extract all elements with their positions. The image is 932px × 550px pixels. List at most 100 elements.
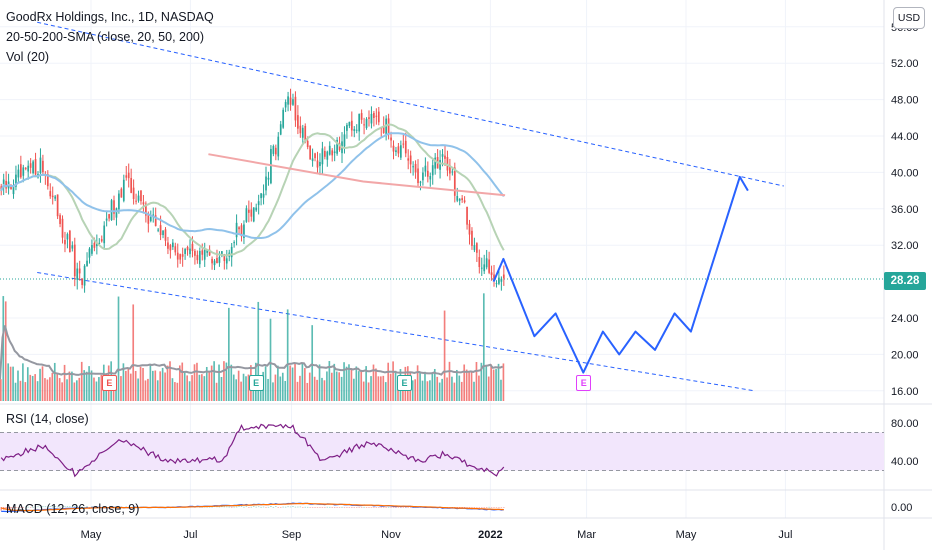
- price-tick-label: 32.00: [891, 240, 919, 252]
- candle-body: [66, 234, 69, 240]
- macd-legend[interactable]: MACD (12, 26, close, 9): [6, 502, 140, 516]
- volume-bar: [424, 371, 426, 401]
- candle-body: [145, 203, 147, 216]
- volume-bar: [112, 382, 115, 401]
- candle-body: [110, 200, 113, 221]
- earnings-marker[interactable]: E: [396, 375, 412, 391]
- sma50-line: [0, 132, 505, 239]
- volume-bar: [370, 376, 372, 401]
- macd-histogram-bar: [348, 507, 351, 508]
- macd-histogram-bar: [34, 506, 37, 508]
- projection-path: [492, 175, 749, 374]
- volume-bar: [66, 379, 68, 401]
- candle-body: [130, 177, 133, 193]
- volume-bar: [152, 370, 154, 401]
- macd-histogram-bar: [81, 506, 83, 508]
- volume-bar: [326, 371, 328, 401]
- volume-bar: [470, 372, 473, 401]
- chart-title[interactable]: GoodRx Holdings, Inc., 1D, NASDAQ: [6, 10, 214, 24]
- volume-bar: [215, 382, 218, 401]
- rsi-legend[interactable]: RSI (14, close): [6, 412, 89, 426]
- volume-bar: [487, 376, 490, 401]
- candle-body: [159, 225, 162, 236]
- volume-bar: [468, 371, 470, 401]
- candle-body: [118, 193, 120, 210]
- macd-histogram-bar: [93, 506, 96, 508]
- macd-histogram-bar: [481, 507, 483, 508]
- currency-button[interactable]: USD: [893, 7, 925, 29]
- earnings-marker[interactable]: E: [248, 375, 264, 391]
- volume-bar: [105, 382, 108, 401]
- volume-bar: [149, 363, 152, 401]
- macd-histogram-bar: [29, 507, 32, 508]
- time-tick-label: Jul: [183, 529, 197, 541]
- candle-body: [488, 259, 490, 273]
- candle-body: [95, 242, 98, 247]
- volume-bar: [68, 371, 71, 401]
- volume-legend[interactable]: Vol (20): [6, 50, 50, 64]
- macd-histogram-bar: [309, 507, 311, 508]
- macd-histogram-bar: [314, 507, 316, 508]
- candle-body: [19, 164, 22, 178]
- volume-bar: [147, 378, 149, 401]
- candle-body: [122, 179, 125, 201]
- candle-body: [434, 157, 437, 169]
- macd-histogram-bar: [233, 506, 235, 508]
- candle-body: [196, 254, 199, 261]
- volume-bar: [237, 370, 240, 401]
- macd-histogram-bar: [226, 506, 228, 508]
- sma-legend[interactable]: 20-50-200-SMA (close, 20, 50, 200): [6, 30, 205, 44]
- candle-body: [493, 274, 495, 281]
- volume-bar: [485, 365, 488, 401]
- candle-body: [348, 121, 351, 126]
- macd-histogram-bar: [302, 507, 304, 508]
- volume-bar: [458, 375, 461, 401]
- volume-bar: [51, 372, 54, 401]
- volume-bar: [436, 376, 439, 401]
- volume-bar: [340, 376, 343, 401]
- volume-bar: [88, 366, 90, 401]
- candle-body: [323, 150, 326, 157]
- volume-bar: [353, 378, 355, 401]
- candle-body: [358, 113, 361, 132]
- volume-bar: [247, 374, 250, 401]
- axes: 56.0052.0048.0044.0040.0036.0032.0024.00…: [81, 22, 919, 541]
- volume-bar: [277, 365, 279, 401]
- volume-bar: [36, 381, 39, 401]
- candle-body: [498, 277, 500, 284]
- macd-histogram-bar: [503, 507, 505, 508]
- macd-signal-line: [1, 502, 504, 512]
- candle-body: [76, 268, 79, 280]
- volume-bar: [392, 361, 394, 401]
- earnings-marker[interactable]: E: [101, 375, 117, 391]
- volume-bar: [225, 362, 228, 401]
- macd-histogram-bar: [466, 507, 468, 508]
- candle-body: [147, 213, 150, 224]
- time-tick-label: Nov: [381, 529, 401, 541]
- macd-histogram-bar: [463, 507, 466, 508]
- macd-histogram-bar: [373, 507, 375, 508]
- volume-bar: [154, 370, 157, 401]
- earnings-marker[interactable]: E: [576, 375, 592, 391]
- volume-bar: [433, 368, 436, 401]
- macd-histogram-bar: [292, 506, 294, 507]
- volume-bar: [478, 375, 480, 401]
- volume-bar: [220, 376, 223, 401]
- candle-body: [355, 129, 358, 131]
- macd-histogram-bar: [243, 506, 245, 508]
- candle-body: [328, 145, 331, 155]
- volume-bar: [473, 381, 475, 401]
- macd-histogram-bar: [66, 506, 69, 507]
- candle-body: [191, 243, 194, 252]
- price-tick-label: 44.00: [891, 131, 919, 143]
- volume-bar: [360, 370, 363, 401]
- candle-body: [69, 230, 71, 253]
- candle-body: [480, 267, 483, 269]
- candle-body: [363, 124, 365, 126]
- candle-body: [382, 126, 385, 134]
- volume-bar: [63, 364, 66, 401]
- candle-body: [446, 156, 449, 171]
- macd-histogram-bar: [265, 507, 267, 508]
- volume-bar: [223, 361, 225, 401]
